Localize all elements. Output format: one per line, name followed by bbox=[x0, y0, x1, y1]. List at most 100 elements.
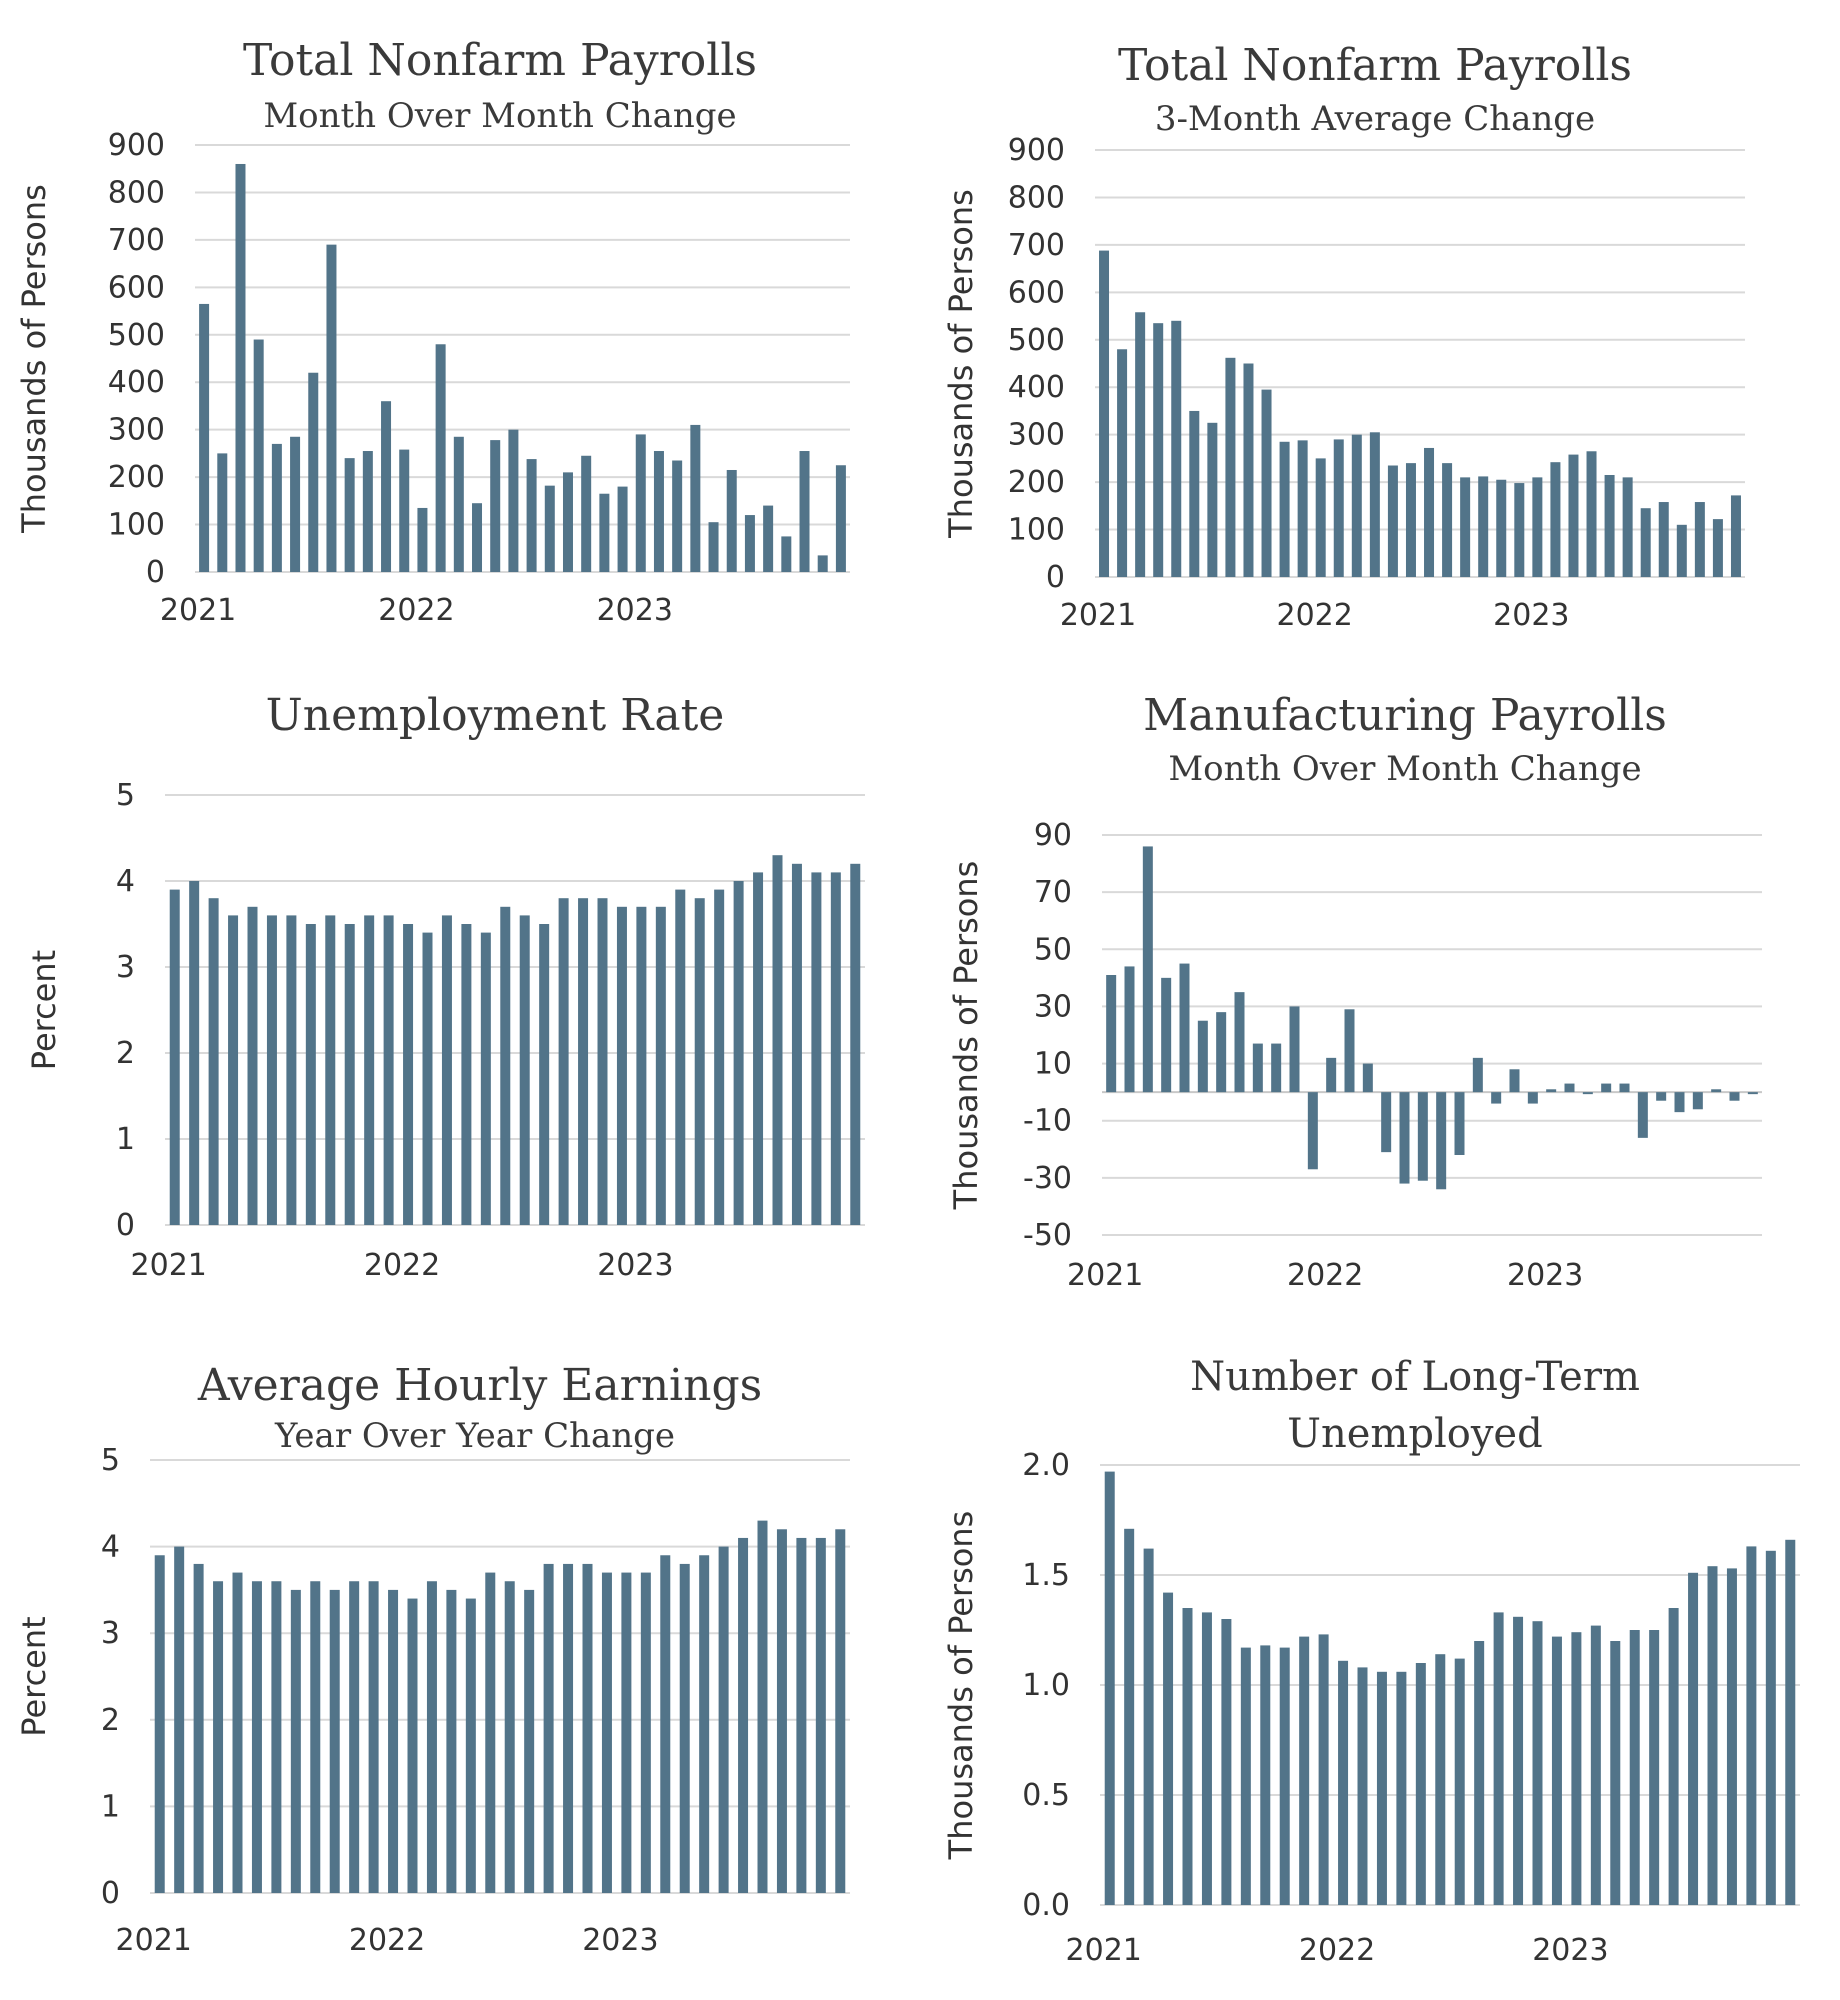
bar bbox=[526, 459, 537, 572]
x-tick-label: 2023 bbox=[582, 1923, 658, 1958]
chart-title: Average Hourly Earnings bbox=[197, 1360, 762, 1411]
bar bbox=[1622, 477, 1633, 577]
y-tick-label: 2 bbox=[116, 1036, 135, 1071]
chart-manufacturing-payrolls: Manufacturing Payrolls Month Over Month … bbox=[920, 670, 1820, 1310]
bar bbox=[1604, 474, 1615, 577]
bar bbox=[383, 915, 394, 1225]
y-axis-label: Thousands of Persons bbox=[942, 189, 980, 539]
bar bbox=[781, 536, 792, 572]
bar bbox=[1143, 1548, 1154, 1905]
bar bbox=[1142, 846, 1153, 1093]
bar bbox=[1527, 1092, 1538, 1104]
bar bbox=[1571, 1632, 1582, 1905]
y-tick-label: 5 bbox=[101, 1443, 120, 1478]
bar bbox=[543, 1563, 554, 1893]
bar bbox=[310, 1581, 321, 1893]
bar bbox=[1460, 477, 1471, 577]
chart-svg: Unemployment Rate Percent 0 1 2 3 4 5 2021 2022… bbox=[25, 690, 865, 1283]
bar bbox=[465, 1598, 476, 1893]
y-tick-label: 200 bbox=[108, 460, 165, 495]
bar bbox=[1551, 1636, 1562, 1905]
bar bbox=[1472, 1057, 1483, 1093]
bar bbox=[1351, 434, 1362, 577]
bar bbox=[1590, 1625, 1601, 1905]
bar bbox=[461, 924, 472, 1225]
y-tick-label: 0 bbox=[101, 1876, 120, 1911]
bar bbox=[544, 485, 555, 572]
bar bbox=[1197, 1020, 1208, 1093]
bar bbox=[679, 1563, 690, 1893]
bar bbox=[1712, 519, 1723, 577]
bar bbox=[290, 1589, 301, 1893]
bar bbox=[362, 451, 373, 572]
bar bbox=[472, 503, 483, 572]
bar bbox=[1369, 432, 1380, 577]
chart-title: Manufacturing Payrolls bbox=[1143, 690, 1667, 741]
y-tick-label: 800 bbox=[108, 175, 165, 210]
y-tick-label: 10 bbox=[1034, 1047, 1072, 1082]
y-tick-label: 3 bbox=[101, 1616, 120, 1651]
bar bbox=[441, 915, 452, 1225]
bar bbox=[1405, 463, 1416, 577]
bar bbox=[1688, 1572, 1699, 1905]
bar bbox=[744, 515, 755, 572]
bar bbox=[199, 303, 210, 572]
bar bbox=[1656, 1092, 1667, 1101]
bar bbox=[1415, 1663, 1426, 1905]
bar bbox=[1106, 975, 1117, 1093]
bar bbox=[850, 863, 861, 1225]
bar bbox=[349, 1581, 360, 1893]
y-tick-label: 0.5 bbox=[1022, 1778, 1070, 1813]
bar bbox=[217, 453, 228, 572]
bar bbox=[1252, 1043, 1263, 1093]
bar bbox=[1387, 465, 1398, 577]
y-tick-label: 2 bbox=[101, 1703, 120, 1738]
bar bbox=[694, 898, 705, 1225]
bar bbox=[621, 1572, 632, 1893]
bar bbox=[601, 1572, 612, 1893]
x-tick-label: 2023 bbox=[1507, 1258, 1583, 1293]
y-tick-label: 1 bbox=[101, 1789, 120, 1824]
bar bbox=[675, 889, 686, 1225]
bar bbox=[1376, 1671, 1387, 1905]
bar bbox=[1161, 977, 1172, 1093]
bar bbox=[1171, 320, 1182, 577]
bar bbox=[714, 889, 725, 1225]
bar bbox=[1711, 1089, 1722, 1093]
y-tick-label: 600 bbox=[108, 270, 165, 305]
bar bbox=[271, 1581, 282, 1893]
bar bbox=[290, 436, 301, 572]
bar bbox=[253, 339, 264, 572]
bar bbox=[1221, 1619, 1232, 1905]
bar bbox=[1260, 1645, 1271, 1905]
y-tick-label: 600 bbox=[1008, 275, 1065, 310]
bar bbox=[504, 1581, 515, 1893]
bar bbox=[388, 1589, 399, 1893]
bar bbox=[699, 1555, 710, 1893]
bar bbox=[1513, 1616, 1524, 1905]
bar bbox=[1124, 966, 1135, 1093]
y-tick-label: 2.0 bbox=[1022, 1448, 1070, 1483]
bar bbox=[407, 1598, 418, 1893]
y-tick-label: 70 bbox=[1034, 875, 1072, 910]
chart-svg: Number of Long-Term Unemployed Thousands… bbox=[942, 1354, 1800, 1968]
y-tick-label: 0 bbox=[116, 1208, 135, 1243]
bar bbox=[326, 244, 337, 572]
bar bbox=[690, 424, 701, 572]
x-tick-label: 2023 bbox=[1493, 598, 1569, 633]
y-tick-label: 700 bbox=[1008, 228, 1065, 263]
bar bbox=[1297, 440, 1308, 577]
bar bbox=[1601, 1083, 1612, 1093]
bar bbox=[1478, 476, 1489, 577]
bar bbox=[1674, 1092, 1685, 1113]
bar bbox=[1610, 1641, 1621, 1905]
bar bbox=[208, 898, 219, 1225]
bar bbox=[435, 344, 446, 572]
bar bbox=[1182, 1608, 1193, 1905]
bar bbox=[1694, 502, 1705, 577]
y-tick-label: 30 bbox=[1034, 989, 1072, 1024]
y-tick-label: -30 bbox=[1023, 1161, 1072, 1196]
y-tick-label: 200 bbox=[1008, 465, 1065, 500]
chart-unemployment-rate: Unemployment Rate Percent 0 1 2 3 4 5 2021 2022… bbox=[0, 670, 900, 1310]
bar bbox=[344, 924, 355, 1225]
